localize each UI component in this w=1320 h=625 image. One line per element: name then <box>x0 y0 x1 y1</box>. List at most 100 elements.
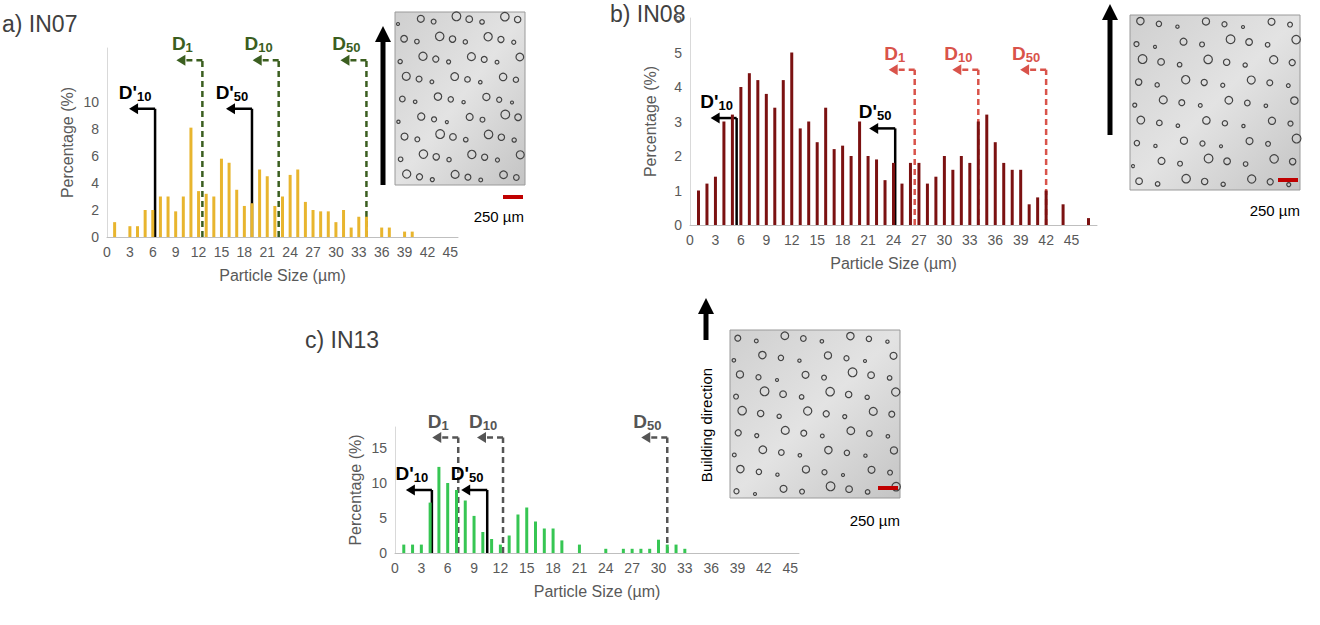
svg-text:8: 8 <box>91 121 99 137</box>
svg-text:33: 33 <box>962 232 978 248</box>
svg-text:D: D <box>944 43 958 64</box>
svg-text:12: 12 <box>191 244 207 260</box>
svg-text:6: 6 <box>91 148 99 164</box>
svg-text:6: 6 <box>674 10 682 26</box>
svg-text:21: 21 <box>572 560 588 576</box>
svg-text:D: D <box>469 411 483 432</box>
svg-text:250 µm: 250 µm <box>850 512 900 529</box>
svg-text:a) IN07: a) IN07 <box>2 11 77 37</box>
svg-text:4: 4 <box>674 79 682 95</box>
svg-text:27: 27 <box>911 232 927 248</box>
svg-text:50: 50 <box>234 89 248 104</box>
svg-text:10: 10 <box>719 98 733 113</box>
svg-text:6: 6 <box>444 560 452 576</box>
svg-text:Particle Size (µm): Particle Size (µm) <box>830 255 957 272</box>
svg-text:24: 24 <box>598 560 614 576</box>
svg-text:D': D' <box>451 463 469 484</box>
svg-text:42: 42 <box>1038 232 1054 248</box>
svg-text:0: 0 <box>379 545 387 561</box>
svg-text:50: 50 <box>469 470 483 485</box>
svg-text:10: 10 <box>958 50 972 65</box>
svg-text:39: 39 <box>397 244 413 260</box>
svg-text:9: 9 <box>762 232 770 248</box>
svg-text:15: 15 <box>214 244 230 260</box>
svg-text:21: 21 <box>259 244 275 260</box>
svg-text:1: 1 <box>674 183 682 199</box>
svg-text:3: 3 <box>674 114 682 130</box>
svg-text:0: 0 <box>391 560 399 576</box>
svg-text:Particle Size (µm): Particle Size (µm) <box>534 583 661 600</box>
svg-text:39: 39 <box>1013 232 1029 248</box>
svg-text:39: 39 <box>730 560 746 576</box>
svg-text:10: 10 <box>258 40 272 55</box>
svg-text:42: 42 <box>420 244 436 260</box>
svg-text:Building direction: Building direction <box>698 368 715 482</box>
svg-text:250 µm: 250 µm <box>474 208 524 225</box>
svg-text:Percentage (%): Percentage (%) <box>59 87 76 198</box>
svg-text:10: 10 <box>137 89 151 104</box>
svg-text:45: 45 <box>1064 232 1080 248</box>
svg-text:9: 9 <box>470 560 478 576</box>
svg-text:30: 30 <box>651 560 667 576</box>
svg-text:12: 12 <box>784 232 800 248</box>
svg-text:0: 0 <box>674 217 682 233</box>
svg-text:27: 27 <box>624 560 640 576</box>
svg-text:2: 2 <box>91 202 99 218</box>
svg-text:18: 18 <box>545 560 561 576</box>
svg-text:D': D' <box>216 82 234 103</box>
svg-text:4: 4 <box>91 175 99 191</box>
svg-text:3: 3 <box>712 232 720 248</box>
svg-text:10: 10 <box>414 470 428 485</box>
svg-text:D: D <box>633 411 647 432</box>
svg-text:50: 50 <box>1026 50 1040 65</box>
svg-text:36: 36 <box>987 232 1003 248</box>
svg-text:1: 1 <box>186 40 193 55</box>
svg-text:9: 9 <box>172 244 180 260</box>
svg-text:c) IN13: c) IN13 <box>305 327 379 353</box>
svg-text:10: 10 <box>483 418 497 433</box>
svg-text:b) IN08: b) IN08 <box>610 1 685 27</box>
svg-text:15: 15 <box>371 440 387 456</box>
svg-text:2: 2 <box>674 148 682 164</box>
svg-text:D: D <box>172 33 186 54</box>
svg-text:33: 33 <box>677 560 693 576</box>
svg-text:36: 36 <box>703 560 719 576</box>
svg-text:27: 27 <box>305 244 321 260</box>
svg-text:D: D <box>245 33 259 54</box>
svg-text:3: 3 <box>126 244 134 260</box>
svg-text:36: 36 <box>374 244 390 260</box>
svg-text:Percentage (%): Percentage (%) <box>347 434 364 545</box>
svg-text:250 µm: 250 µm <box>1250 202 1300 219</box>
svg-text:1: 1 <box>441 418 448 433</box>
svg-text:18: 18 <box>237 244 253 260</box>
svg-text:0: 0 <box>103 244 111 260</box>
svg-text:24: 24 <box>282 244 298 260</box>
svg-text:45: 45 <box>443 244 459 260</box>
svg-text:D: D <box>884 43 898 64</box>
svg-text:D: D <box>332 33 346 54</box>
svg-text:D': D' <box>396 463 414 484</box>
svg-text:21: 21 <box>860 232 876 248</box>
svg-text:10: 10 <box>371 475 387 491</box>
svg-text:5: 5 <box>674 45 682 61</box>
svg-text:Particle Size (µm): Particle Size (µm) <box>219 267 346 284</box>
svg-text:30: 30 <box>328 244 344 260</box>
svg-text:50: 50 <box>647 418 661 433</box>
svg-text:12: 12 <box>493 560 509 576</box>
svg-text:Percentage (%): Percentage (%) <box>642 66 659 177</box>
svg-text:6: 6 <box>149 244 157 260</box>
svg-text:42: 42 <box>756 560 772 576</box>
svg-text:1: 1 <box>898 50 905 65</box>
svg-text:D: D <box>1012 43 1026 64</box>
svg-text:18: 18 <box>835 232 851 248</box>
svg-text:D': D' <box>119 82 137 103</box>
svg-text:5: 5 <box>379 510 387 526</box>
svg-text:D: D <box>428 411 442 432</box>
svg-text:50: 50 <box>346 40 360 55</box>
svg-text:15: 15 <box>809 232 825 248</box>
svg-text:24: 24 <box>886 232 902 248</box>
svg-text:6: 6 <box>737 232 745 248</box>
svg-text:45: 45 <box>782 560 798 576</box>
svg-text:0: 0 <box>91 229 99 245</box>
svg-text:10: 10 <box>83 94 99 110</box>
